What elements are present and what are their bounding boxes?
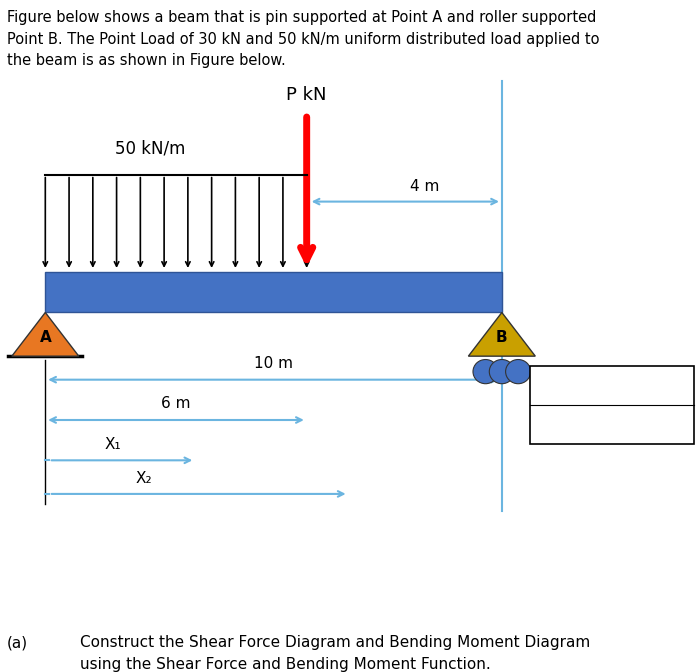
Text: P kN: P kN xyxy=(286,86,327,104)
Text: (a): (a) xyxy=(7,635,28,650)
Text: 50 kN/m: 50 kN/m xyxy=(115,140,185,158)
Text: 6 m ≤ X₂≤ 10 m: 6 m ≤ X₂≤ 10 m xyxy=(537,417,662,431)
Bar xyxy=(45,272,502,312)
Text: 0     ≤ X₁≤ 6 m: 0 ≤ X₁≤ 6 m xyxy=(537,378,652,393)
Polygon shape xyxy=(468,312,535,356)
Circle shape xyxy=(489,360,514,384)
Text: X₂: X₂ xyxy=(136,471,153,486)
Text: Construct the Shear Force Diagram and Bending Moment Diagram
using the Shear For: Construct the Shear Force Diagram and Be… xyxy=(80,635,590,672)
Text: Figure below shows a beam that is pin supported at Point A and roller supported
: Figure below shows a beam that is pin su… xyxy=(7,10,599,69)
Text: 6 m: 6 m xyxy=(161,396,191,411)
Circle shape xyxy=(473,360,498,384)
Bar xyxy=(530,366,694,444)
Circle shape xyxy=(505,360,530,384)
Polygon shape xyxy=(12,312,79,356)
Text: X₁: X₁ xyxy=(105,437,121,452)
Text: A: A xyxy=(40,331,51,345)
Text: 4 m: 4 m xyxy=(411,179,440,194)
Text: 10 m: 10 m xyxy=(254,356,293,371)
Text: B: B xyxy=(496,331,507,345)
